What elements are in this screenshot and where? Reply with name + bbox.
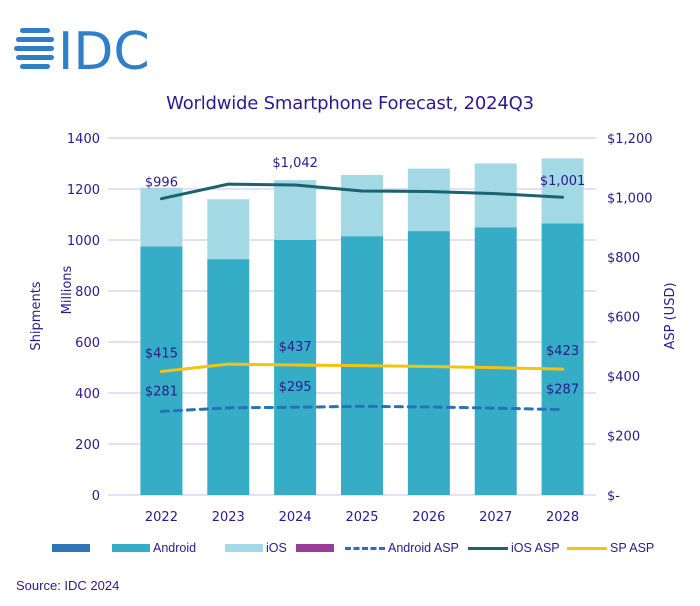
- legend-item: [52, 538, 93, 558]
- bar-ios-2026: [407, 168, 450, 232]
- x-tick-label: 2025: [345, 510, 378, 525]
- bar-ios-2024: [274, 180, 317, 240]
- legend-item: iOS ASP: [468, 538, 560, 558]
- logo-text: IDC: [58, 22, 150, 80]
- y-axis-label-asp: ASP (USD): [663, 282, 678, 349]
- left-tick-label: 400: [75, 387, 100, 402]
- data-label: $1,042: [272, 156, 318, 171]
- right-tick-label: $-: [607, 489, 620, 504]
- x-tick-label: 2023: [212, 510, 245, 525]
- bar-android-2028: [541, 223, 584, 496]
- x-tick-label: 2024: [279, 510, 312, 525]
- right-tick-label: $400: [607, 370, 640, 385]
- bar-android-2026: [407, 231, 450, 495]
- legend: Android iOS Android ASP iOS ASP SP ASP: [0, 538, 700, 558]
- left-tick-label: 1400: [67, 132, 100, 147]
- chart-title: Worldwide Smartphone Forecast, 2024Q3: [166, 93, 534, 114]
- legend-label: SP ASP: [610, 541, 655, 555]
- legend-swatch-icon: [296, 544, 334, 552]
- legend-item: iOS: [225, 538, 287, 558]
- x-tick-label: 2026: [412, 510, 445, 525]
- legend-swatch-icon: [112, 544, 150, 552]
- left-tick-label: 800: [75, 285, 100, 300]
- legend-swatch-icon: [345, 546, 385, 550]
- y-axis-label-shipments: Shipments: [29, 281, 44, 350]
- bar-ios-2025: [341, 174, 383, 237]
- bar-ios-2023: [207, 199, 250, 260]
- bar-ios-2028: [541, 158, 584, 224]
- bar-android-2023: [207, 259, 250, 495]
- legend-item: SP ASP: [567, 538, 654, 558]
- x-axis-ticks: 2022 2023 2024 2025 2026 2027 2028: [145, 510, 579, 525]
- bar-android-2027: [474, 227, 517, 495]
- source-note: Source: IDC 2024: [16, 578, 120, 593]
- right-tick-label: $1,000: [607, 192, 653, 207]
- legend-swatch-icon: [52, 544, 90, 552]
- right-axis-ticks: $- $200 $400 $600 $800 $1,000 $1,200: [607, 132, 653, 504]
- data-label: $437: [279, 340, 312, 355]
- data-label: $281: [145, 384, 178, 399]
- bar-android-2024: [274, 240, 317, 495]
- data-label: $287: [546, 383, 579, 398]
- data-label: $996: [145, 176, 178, 191]
- x-tick-label: 2027: [479, 510, 512, 525]
- left-axis-ticks: 0 200 400 600 800 1000 1200 1400: [67, 132, 100, 504]
- right-tick-label: $200: [607, 430, 640, 445]
- point-labels: $996 $1,042 $1,001 $415 $437 $423 $281 $295 $287: [145, 156, 585, 399]
- left-tick-label: 600: [75, 336, 100, 351]
- data-label: $423: [546, 344, 579, 359]
- legend-swatch-icon: [468, 546, 508, 550]
- asp-lines: [159, 182, 565, 413]
- legend-label: Android: [153, 541, 197, 555]
- legend-item: [296, 538, 337, 558]
- left-tick-label: 1200: [67, 183, 100, 198]
- legend-swatch-icon: [567, 546, 607, 550]
- left-tick-label: 1000: [67, 234, 100, 249]
- bars: [140, 158, 584, 496]
- legend-item: Android: [112, 538, 196, 558]
- left-tick-label: 0: [92, 489, 100, 504]
- y-axis-label-millions: Millions: [60, 265, 75, 314]
- legend-label: iOS: [266, 541, 287, 555]
- right-tick-label: $800: [607, 251, 640, 266]
- data-label: $415: [145, 347, 178, 362]
- idc-logo: IDC: [14, 22, 150, 80]
- right-tick-label: $600: [607, 311, 640, 326]
- left-tick-label: 200: [75, 438, 100, 453]
- x-tick-label: 2022: [145, 510, 178, 525]
- legend-swatch-icon: [225, 544, 263, 552]
- legend-label: iOS ASP: [511, 541, 560, 555]
- data-label: $295: [279, 380, 312, 395]
- legend-item: Android ASP: [345, 538, 459, 558]
- globe-stripes-icon: [14, 28, 54, 69]
- data-label: $1,001: [540, 174, 586, 189]
- x-tick-label: 2028: [546, 510, 579, 525]
- legend-label: Android ASP: [388, 541, 459, 555]
- right-tick-label: $1,200: [607, 132, 653, 147]
